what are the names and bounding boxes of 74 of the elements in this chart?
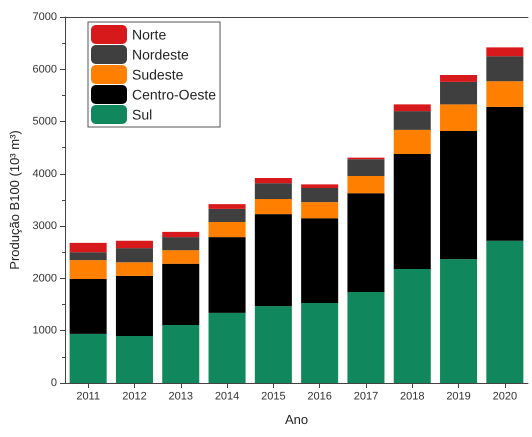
x-tick-label: 2011 bbox=[76, 390, 100, 402]
bar bbox=[486, 56, 524, 82]
bar bbox=[394, 111, 431, 130]
y-tick-label: 6000 bbox=[32, 63, 57, 76]
y-tick-label: 7000 bbox=[32, 11, 57, 23]
bar bbox=[301, 303, 338, 383]
x-tick-label: 2016 bbox=[307, 390, 332, 402]
bar bbox=[116, 240, 153, 248]
y-tick-label: 4000 bbox=[32, 168, 57, 180]
bar bbox=[254, 183, 292, 199]
bar bbox=[301, 202, 338, 218]
bar bbox=[162, 264, 200, 325]
x-tick-label: 2012 bbox=[122, 390, 147, 402]
legend-label: Sul bbox=[132, 106, 152, 122]
bar bbox=[70, 334, 107, 383]
y-tick-label: 0 bbox=[50, 377, 57, 389]
bar bbox=[208, 312, 246, 383]
bar bbox=[440, 259, 478, 383]
x-tick-label: 2020 bbox=[492, 390, 518, 402]
bar bbox=[162, 237, 200, 250]
y-tick-label: 3000 bbox=[32, 220, 57, 232]
bar bbox=[116, 262, 153, 276]
legend-label: Sudeste bbox=[132, 66, 184, 82]
bar bbox=[394, 104, 431, 112]
x-tick-label: 2018 bbox=[400, 390, 424, 402]
bar bbox=[440, 75, 478, 82]
legend-label: Norte bbox=[132, 26, 166, 42]
bar bbox=[347, 176, 384, 194]
x-tick-label: 2013 bbox=[168, 390, 193, 402]
bar bbox=[394, 269, 431, 383]
bar bbox=[440, 82, 478, 104]
bar bbox=[116, 248, 153, 262]
bar bbox=[486, 47, 524, 56]
legend-label: Centro-Oeste bbox=[132, 86, 216, 102]
bar bbox=[440, 104, 478, 131]
bar bbox=[162, 232, 200, 238]
bar bbox=[70, 260, 107, 279]
bar bbox=[347, 159, 384, 176]
bar bbox=[116, 276, 153, 336]
bar bbox=[116, 336, 153, 383]
x-tick-label: 2019 bbox=[446, 390, 471, 402]
y-tick-label: 1000 bbox=[32, 324, 57, 337]
bar bbox=[254, 306, 292, 383]
bar bbox=[254, 198, 292, 214]
bar bbox=[208, 237, 246, 313]
x-tick-label: 2017 bbox=[354, 390, 378, 402]
bar bbox=[301, 218, 338, 304]
y-tick-label: 2000 bbox=[32, 272, 57, 284]
bar bbox=[162, 250, 200, 264]
bar bbox=[394, 154, 431, 270]
x-axis-title: Ano bbox=[284, 412, 308, 427]
bar bbox=[70, 242, 107, 252]
y-axis-title: Produção B100 (10³ m³) bbox=[7, 130, 22, 270]
bar bbox=[162, 324, 200, 383]
x-tick-label: 2014 bbox=[214, 390, 240, 402]
bar bbox=[347, 193, 384, 292]
bar bbox=[208, 222, 246, 238]
bar bbox=[486, 240, 524, 383]
bar bbox=[394, 130, 431, 154]
bar bbox=[70, 252, 107, 260]
bar bbox=[254, 178, 292, 184]
bar bbox=[440, 130, 478, 260]
bar bbox=[70, 278, 107, 334]
legend-label: Nordeste bbox=[132, 46, 190, 62]
bar bbox=[301, 188, 338, 202]
bar bbox=[301, 184, 338, 188]
bar bbox=[347, 292, 384, 383]
y-tick-label: 5000 bbox=[32, 116, 57, 128]
x-tick-label: 2015 bbox=[261, 390, 286, 402]
bar bbox=[486, 81, 524, 107]
bar bbox=[208, 208, 246, 222]
bar bbox=[208, 204, 246, 209]
bar bbox=[254, 214, 292, 306]
bar bbox=[486, 106, 524, 241]
